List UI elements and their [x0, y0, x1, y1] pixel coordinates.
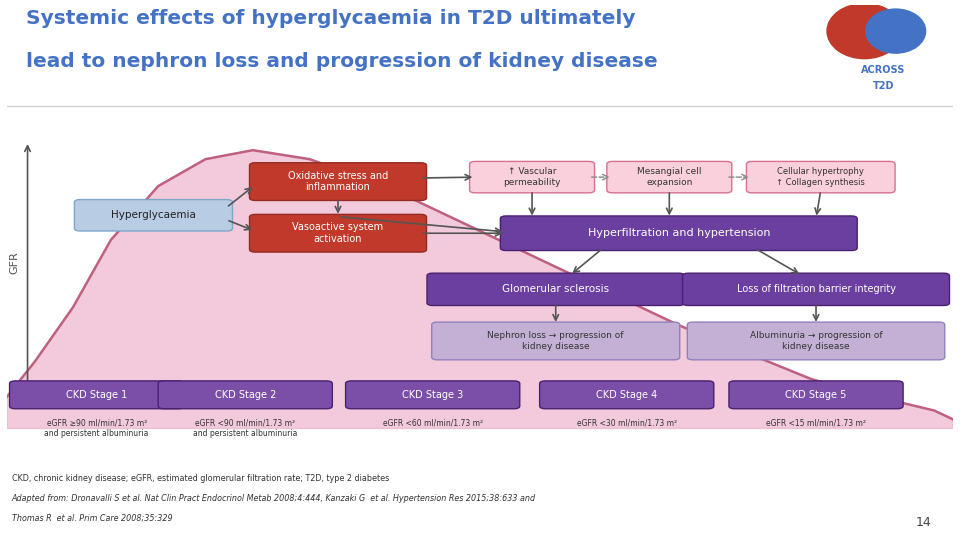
FancyBboxPatch shape	[687, 322, 945, 360]
Text: ACROSS: ACROSS	[861, 65, 905, 75]
FancyBboxPatch shape	[540, 381, 714, 409]
Text: CKD Stage 4: CKD Stage 4	[596, 390, 658, 400]
Text: Vasoactive system
activation: Vasoactive system activation	[293, 222, 384, 244]
Text: eGFR ≥90 ml/min/1.73 m²
and persistent albuminuria: eGFR ≥90 ml/min/1.73 m² and persistent a…	[44, 418, 149, 437]
FancyBboxPatch shape	[683, 273, 949, 306]
Text: GFR: GFR	[10, 251, 19, 274]
Text: Glomerular sclerosis: Glomerular sclerosis	[502, 285, 610, 294]
Text: Cellular hypertrophy
↑ Collagen synthesis: Cellular hypertrophy ↑ Collagen synthesi…	[777, 167, 865, 187]
Circle shape	[827, 4, 902, 59]
Text: Thomas R  et al. Prim Care 2008;35:329: Thomas R et al. Prim Care 2008;35:329	[12, 514, 172, 523]
Text: Adapted from: Dronavalli S et al. Nat Clin Pract Endocrinol Metab 2008;4:444, Ka: Adapted from: Dronavalli S et al. Nat Cl…	[12, 494, 536, 503]
Text: CKD Stage 1: CKD Stage 1	[66, 390, 128, 400]
Text: Hyperfiltration and hypertension: Hyperfiltration and hypertension	[588, 228, 770, 238]
Text: Mesangial cell
expansion: Mesangial cell expansion	[637, 167, 702, 187]
Text: eGFR <15 ml/min/1.73 m²: eGFR <15 ml/min/1.73 m²	[766, 418, 866, 427]
Text: eGFR <60 ml/min/1.73 m²: eGFR <60 ml/min/1.73 m²	[383, 418, 483, 427]
Text: CKD Stage 3: CKD Stage 3	[402, 390, 464, 400]
Text: 14: 14	[916, 516, 931, 529]
Polygon shape	[7, 150, 953, 429]
Text: Nephron loss → progression of
kidney disease: Nephron loss → progression of kidney dis…	[488, 331, 624, 350]
FancyBboxPatch shape	[607, 161, 732, 193]
FancyBboxPatch shape	[250, 214, 426, 252]
Text: T2D: T2D	[873, 81, 894, 91]
FancyBboxPatch shape	[469, 161, 594, 193]
Text: Systemic effects of hyperglycaemia in T2D ultimately: Systemic effects of hyperglycaemia in T2…	[26, 9, 636, 28]
FancyBboxPatch shape	[432, 322, 680, 360]
FancyBboxPatch shape	[346, 381, 519, 409]
FancyBboxPatch shape	[10, 381, 183, 409]
FancyBboxPatch shape	[427, 273, 684, 306]
FancyBboxPatch shape	[250, 163, 426, 200]
Text: Albuminuria → progression of
kidney disease: Albuminuria → progression of kidney dise…	[750, 331, 882, 350]
FancyBboxPatch shape	[500, 216, 857, 251]
Text: Hyperglycaemia: Hyperglycaemia	[111, 210, 196, 220]
Text: CKD Stage 5: CKD Stage 5	[785, 390, 847, 400]
Text: ↑ Vascular
permeability: ↑ Vascular permeability	[503, 167, 561, 187]
Text: CKD, chronic kidney disease; eGFR, estimated glomerular filtration rate; T2D, ty: CKD, chronic kidney disease; eGFR, estim…	[12, 474, 389, 483]
FancyBboxPatch shape	[158, 381, 332, 409]
FancyBboxPatch shape	[74, 200, 232, 231]
Text: eGFR <90 ml/min/1.73 m²
and persistent albuminuria: eGFR <90 ml/min/1.73 m² and persistent a…	[193, 418, 298, 437]
Text: CKD Stage 2: CKD Stage 2	[215, 390, 276, 400]
Text: Loss of filtration barrier integrity: Loss of filtration barrier integrity	[736, 285, 896, 294]
Text: Oxidative stress and
inflammation: Oxidative stress and inflammation	[288, 171, 388, 192]
Text: lead to nephron loss and progression of kidney disease: lead to nephron loss and progression of …	[26, 52, 658, 71]
Text: eGFR <30 ml/min/1.73 m²: eGFR <30 ml/min/1.73 m²	[577, 418, 677, 427]
FancyBboxPatch shape	[747, 161, 895, 193]
Circle shape	[866, 9, 925, 53]
FancyBboxPatch shape	[729, 381, 903, 409]
